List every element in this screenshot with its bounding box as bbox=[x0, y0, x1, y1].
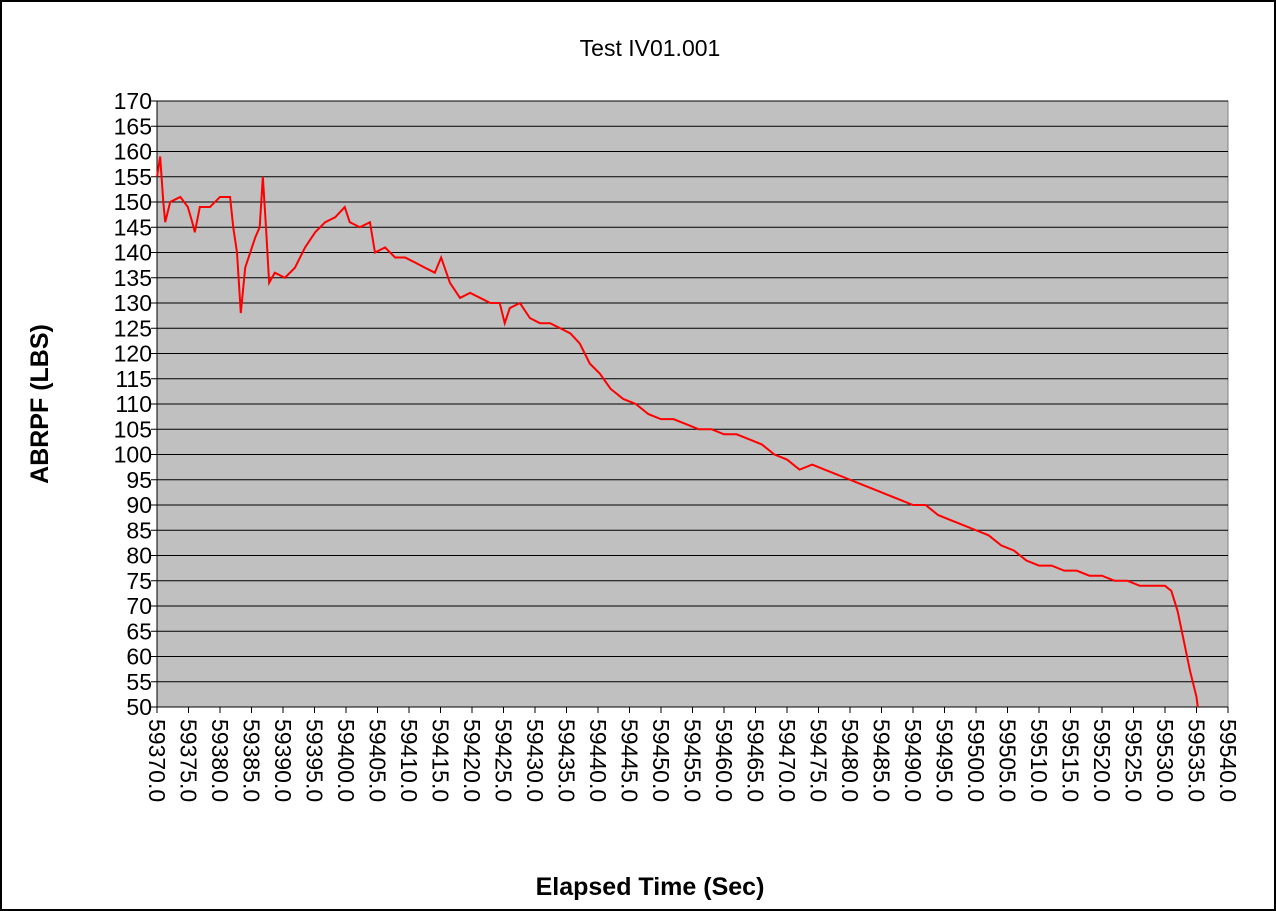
x-tick-label: 59385.0 bbox=[239, 719, 265, 802]
y-tick-label: 115 bbox=[115, 366, 152, 392]
y-tick-label: 100 bbox=[114, 442, 152, 468]
x-tick-label: 59520.0 bbox=[1089, 719, 1115, 802]
x-tick-label: 59440.0 bbox=[585, 719, 611, 802]
y-tick-label: 80 bbox=[126, 543, 152, 569]
x-tick-label: 59375.0 bbox=[176, 719, 202, 802]
x-tick-label: 59455.0 bbox=[680, 719, 706, 802]
y-tick-label: 140 bbox=[114, 240, 152, 266]
x-tick-label: 59400.0 bbox=[333, 719, 359, 802]
x-tick-label: 59420.0 bbox=[459, 719, 485, 802]
x-tick-label: 59390.0 bbox=[270, 719, 296, 802]
x-tick-label: 59415.0 bbox=[428, 719, 454, 802]
y-tick-label: 50 bbox=[126, 694, 152, 720]
x-tick-label: 59510.0 bbox=[1026, 719, 1052, 802]
y-tick-label: 95 bbox=[126, 467, 152, 493]
x-tick-label: 59435.0 bbox=[554, 719, 580, 802]
x-tick-label: 59425.0 bbox=[491, 719, 517, 802]
y-tick-label: 75 bbox=[126, 568, 152, 594]
y-tick-label: 65 bbox=[126, 618, 152, 644]
x-tick-label: 59430.0 bbox=[522, 719, 548, 802]
x-tick-label: 59480.0 bbox=[837, 719, 863, 802]
y-tick-label: 55 bbox=[126, 669, 152, 695]
x-tick-label: 59495.0 bbox=[932, 719, 958, 802]
x-tick-label: 59505.0 bbox=[995, 719, 1021, 802]
y-tick-label: 110 bbox=[115, 391, 152, 417]
x-tick-label: 59460.0 bbox=[711, 719, 737, 802]
y-tick-label: 160 bbox=[114, 139, 152, 165]
y-tick-label: 135 bbox=[114, 265, 152, 291]
data-line bbox=[156, 156, 1199, 708]
y-tick-label: 105 bbox=[114, 416, 152, 442]
x-tick-label: 59540.0 bbox=[1215, 719, 1241, 802]
x-tick-label: 59405.0 bbox=[365, 719, 391, 802]
y-tick-label: 145 bbox=[114, 214, 152, 240]
x-tick-label: 59370.0 bbox=[144, 719, 170, 802]
y-tick-label: 155 bbox=[114, 164, 152, 190]
y-tick-label: 60 bbox=[126, 644, 152, 670]
y-tick-label: 120 bbox=[114, 341, 152, 367]
x-tick-label: 59465.0 bbox=[743, 719, 769, 802]
y-tick-label: 85 bbox=[126, 517, 152, 543]
y-tick-label: 150 bbox=[114, 189, 152, 215]
x-tick-label: 59445.0 bbox=[617, 719, 643, 802]
x-tick-label: 59470.0 bbox=[774, 719, 800, 802]
x-tick-label: 59490.0 bbox=[900, 719, 926, 802]
y-tick-label: 70 bbox=[126, 593, 152, 619]
y-axis-label: ABRPF (LBS) bbox=[26, 324, 54, 484]
x-tick-label: 59395.0 bbox=[302, 719, 328, 802]
y-tick-label: 170 bbox=[114, 88, 152, 114]
y-tick-label: 90 bbox=[126, 492, 152, 518]
x-tick-label: 59475.0 bbox=[806, 719, 832, 802]
x-tick-label: 59450.0 bbox=[648, 719, 674, 802]
x-tick-label: 59530.0 bbox=[1152, 719, 1178, 802]
x-tick-label: 59500.0 bbox=[963, 719, 989, 802]
y-tick-label: 165 bbox=[114, 113, 152, 139]
y-tick-label: 130 bbox=[114, 290, 152, 316]
chart-title: Test IV01.001 bbox=[580, 35, 721, 61]
x-tick-label: 59380.0 bbox=[207, 719, 233, 802]
x-tick-label: 59525.0 bbox=[1121, 719, 1147, 802]
x-tick-label: 59535.0 bbox=[1184, 719, 1210, 802]
x-axis-label: Elapsed Time (Sec) bbox=[536, 873, 765, 901]
y-tick-label: 125 bbox=[114, 315, 152, 341]
x-tick-label: 59515.0 bbox=[1058, 719, 1084, 802]
x-tick-label: 59410.0 bbox=[396, 719, 422, 802]
x-tick-label: 59485.0 bbox=[869, 719, 895, 802]
